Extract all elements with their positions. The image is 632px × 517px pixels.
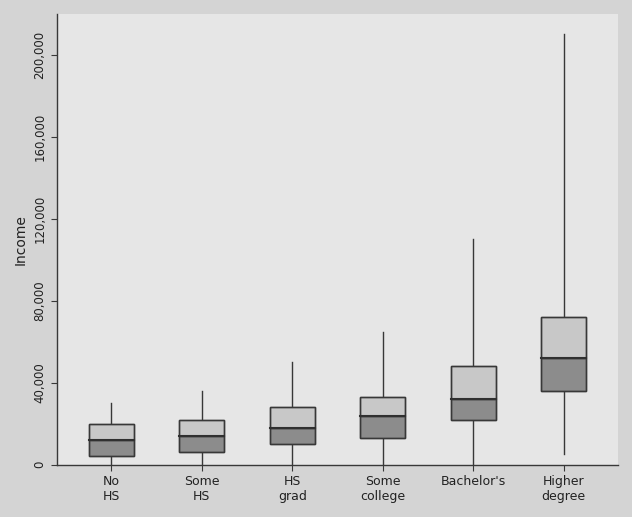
Bar bbox=[541, 317, 586, 391]
Bar bbox=[451, 399, 496, 420]
Bar bbox=[541, 317, 586, 358]
Bar bbox=[360, 397, 405, 438]
Bar bbox=[270, 407, 315, 428]
Bar bbox=[179, 420, 224, 452]
Bar bbox=[360, 397, 405, 416]
Bar bbox=[270, 428, 315, 444]
Bar bbox=[270, 407, 315, 444]
Bar bbox=[451, 367, 496, 399]
Bar bbox=[541, 358, 586, 391]
Bar bbox=[88, 440, 134, 457]
Bar bbox=[179, 420, 224, 436]
Y-axis label: Income: Income bbox=[14, 214, 28, 265]
Bar bbox=[451, 367, 496, 420]
Bar bbox=[88, 424, 134, 440]
Bar bbox=[179, 436, 224, 452]
Bar bbox=[88, 424, 134, 457]
Bar bbox=[360, 416, 405, 438]
